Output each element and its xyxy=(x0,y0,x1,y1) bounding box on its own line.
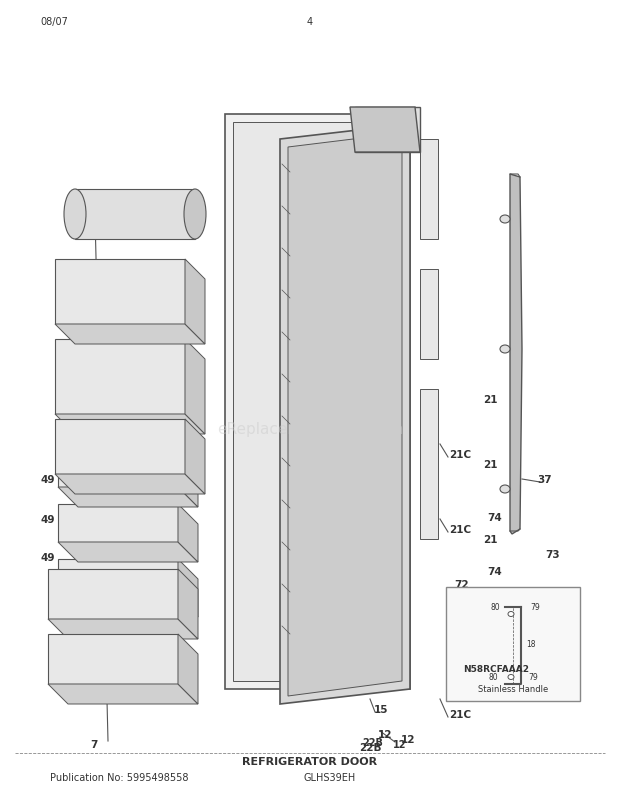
Text: Publication No: 5995498558: Publication No: 5995498558 xyxy=(50,772,188,782)
Text: N58RCFAAA2: N58RCFAAA2 xyxy=(463,665,529,674)
FancyBboxPatch shape xyxy=(55,339,185,415)
Text: 80: 80 xyxy=(490,603,500,612)
Ellipse shape xyxy=(184,190,206,240)
Polygon shape xyxy=(288,134,402,696)
Text: 21A: 21A xyxy=(347,557,370,566)
Text: 12: 12 xyxy=(393,739,407,749)
Text: 4: 4 xyxy=(51,656,58,666)
Text: 49: 49 xyxy=(40,514,55,525)
Text: 22: 22 xyxy=(308,577,322,586)
Text: 22B: 22B xyxy=(363,737,383,747)
Text: 21: 21 xyxy=(483,395,497,404)
FancyBboxPatch shape xyxy=(233,123,402,681)
Bar xyxy=(75,190,195,240)
Polygon shape xyxy=(55,325,205,345)
Text: REFRIGERATOR DOOR: REFRIGERATOR DOOR xyxy=(242,756,378,766)
FancyBboxPatch shape xyxy=(420,390,438,539)
Text: 73: 73 xyxy=(546,649,560,659)
Text: 72: 72 xyxy=(454,634,469,644)
Text: 15: 15 xyxy=(374,704,388,714)
Text: 74: 74 xyxy=(487,619,502,630)
Text: 74: 74 xyxy=(487,512,502,522)
Polygon shape xyxy=(48,684,198,704)
Polygon shape xyxy=(58,488,198,508)
Text: 21C: 21C xyxy=(449,525,471,534)
FancyBboxPatch shape xyxy=(55,260,185,325)
Ellipse shape xyxy=(508,612,514,617)
Ellipse shape xyxy=(500,346,510,354)
Text: 13: 13 xyxy=(338,594,352,604)
Text: 22B: 22B xyxy=(359,742,381,752)
Text: 49: 49 xyxy=(40,553,55,562)
FancyBboxPatch shape xyxy=(420,269,438,359)
Text: 49: 49 xyxy=(40,475,55,484)
FancyBboxPatch shape xyxy=(420,140,438,240)
Text: GLHS39EH: GLHS39EH xyxy=(304,772,356,782)
FancyBboxPatch shape xyxy=(58,504,178,542)
Text: 21C: 21C xyxy=(449,709,471,719)
FancyBboxPatch shape xyxy=(48,569,178,619)
Polygon shape xyxy=(178,504,198,562)
FancyBboxPatch shape xyxy=(48,634,178,684)
Polygon shape xyxy=(55,415,205,435)
Text: 21C: 21C xyxy=(449,449,471,460)
Text: 74: 74 xyxy=(487,566,502,577)
Text: 7: 7 xyxy=(90,739,97,749)
Text: 12: 12 xyxy=(378,729,392,739)
Polygon shape xyxy=(48,619,198,639)
Text: Stainless Handle: Stainless Handle xyxy=(478,685,548,694)
Polygon shape xyxy=(510,175,522,534)
Text: 73: 73 xyxy=(546,594,560,604)
Polygon shape xyxy=(178,449,198,508)
FancyBboxPatch shape xyxy=(355,107,420,153)
Text: 4: 4 xyxy=(307,17,313,27)
Polygon shape xyxy=(178,634,198,704)
Text: 4: 4 xyxy=(51,594,58,604)
Ellipse shape xyxy=(508,674,514,679)
Ellipse shape xyxy=(64,190,86,240)
Polygon shape xyxy=(280,125,410,704)
Text: 2: 2 xyxy=(291,444,299,455)
Polygon shape xyxy=(58,542,198,562)
Ellipse shape xyxy=(500,216,510,224)
Polygon shape xyxy=(178,559,198,618)
Text: 21: 21 xyxy=(483,534,497,545)
FancyBboxPatch shape xyxy=(58,559,178,597)
Text: 79: 79 xyxy=(528,673,538,682)
Text: 21: 21 xyxy=(483,684,497,695)
Ellipse shape xyxy=(500,485,510,493)
Text: 08/07: 08/07 xyxy=(40,17,68,27)
Text: 73: 73 xyxy=(546,549,560,559)
Polygon shape xyxy=(185,339,205,435)
Text: 12: 12 xyxy=(401,734,415,744)
Polygon shape xyxy=(185,260,205,345)
Polygon shape xyxy=(185,419,205,494)
FancyBboxPatch shape xyxy=(225,115,410,689)
Polygon shape xyxy=(178,569,198,639)
FancyBboxPatch shape xyxy=(55,419,185,475)
Text: 80: 80 xyxy=(488,673,498,682)
Text: 37: 37 xyxy=(538,475,552,484)
FancyBboxPatch shape xyxy=(446,587,580,701)
Text: 18: 18 xyxy=(526,640,536,649)
Text: 79: 79 xyxy=(530,603,540,612)
Polygon shape xyxy=(55,475,205,494)
Text: 18: 18 xyxy=(542,674,557,684)
Polygon shape xyxy=(350,107,420,153)
FancyBboxPatch shape xyxy=(58,449,178,488)
Text: 21: 21 xyxy=(483,460,497,469)
Polygon shape xyxy=(58,597,198,618)
Text: eReplacementParts.com: eReplacementParts.com xyxy=(217,422,403,437)
Text: 72: 72 xyxy=(454,579,469,589)
